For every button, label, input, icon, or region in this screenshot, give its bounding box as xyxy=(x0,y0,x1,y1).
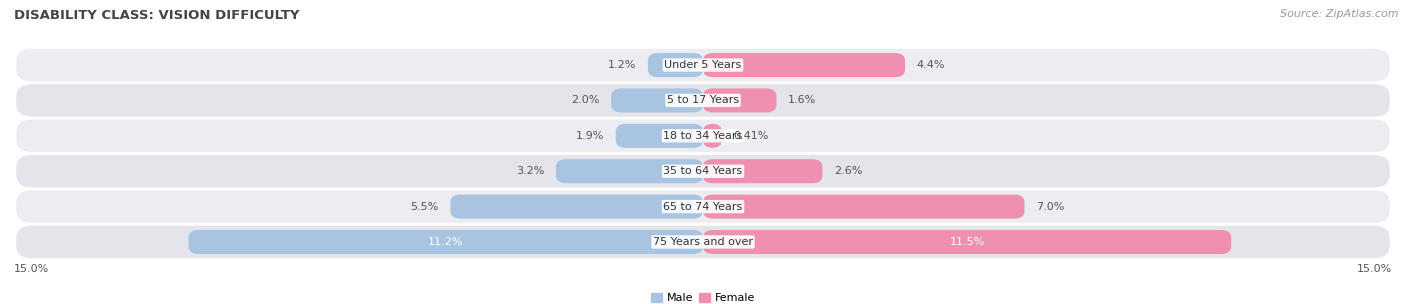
FancyBboxPatch shape xyxy=(703,53,905,77)
FancyBboxPatch shape xyxy=(450,195,703,219)
Text: 3.2%: 3.2% xyxy=(516,166,544,176)
Legend: Male, Female: Male, Female xyxy=(651,293,755,303)
Text: 65 to 74 Years: 65 to 74 Years xyxy=(664,202,742,212)
FancyBboxPatch shape xyxy=(17,119,1389,152)
Text: 15.0%: 15.0% xyxy=(1357,264,1392,274)
Text: 35 to 64 Years: 35 to 64 Years xyxy=(664,166,742,176)
FancyBboxPatch shape xyxy=(703,230,1232,254)
Text: 2.6%: 2.6% xyxy=(834,166,862,176)
Text: 5.5%: 5.5% xyxy=(411,202,439,212)
FancyBboxPatch shape xyxy=(616,124,703,148)
Text: 11.5%: 11.5% xyxy=(949,237,984,247)
Text: 4.4%: 4.4% xyxy=(917,60,945,70)
Text: 1.2%: 1.2% xyxy=(607,60,637,70)
FancyBboxPatch shape xyxy=(648,53,703,77)
Text: 1.6%: 1.6% xyxy=(787,95,817,105)
Text: 11.2%: 11.2% xyxy=(427,237,464,247)
Text: 2.0%: 2.0% xyxy=(571,95,599,105)
FancyBboxPatch shape xyxy=(17,84,1389,117)
FancyBboxPatch shape xyxy=(188,230,703,254)
Text: 7.0%: 7.0% xyxy=(1036,202,1064,212)
Text: DISABILITY CLASS: VISION DIFFICULTY: DISABILITY CLASS: VISION DIFFICULTY xyxy=(14,9,299,22)
Text: Source: ZipAtlas.com: Source: ZipAtlas.com xyxy=(1281,9,1399,19)
FancyBboxPatch shape xyxy=(612,88,703,112)
FancyBboxPatch shape xyxy=(17,155,1389,188)
Text: 1.9%: 1.9% xyxy=(576,131,605,141)
Text: 15.0%: 15.0% xyxy=(14,264,49,274)
FancyBboxPatch shape xyxy=(17,49,1389,81)
Text: 5 to 17 Years: 5 to 17 Years xyxy=(666,95,740,105)
FancyBboxPatch shape xyxy=(703,88,776,112)
FancyBboxPatch shape xyxy=(555,159,703,183)
FancyBboxPatch shape xyxy=(703,124,721,148)
Text: 0.41%: 0.41% xyxy=(734,131,769,141)
Text: 75 Years and over: 75 Years and over xyxy=(652,237,754,247)
FancyBboxPatch shape xyxy=(703,195,1025,219)
Text: Under 5 Years: Under 5 Years xyxy=(665,60,741,70)
FancyBboxPatch shape xyxy=(703,159,823,183)
FancyBboxPatch shape xyxy=(17,226,1389,258)
Text: 18 to 34 Years: 18 to 34 Years xyxy=(664,131,742,141)
FancyBboxPatch shape xyxy=(17,190,1389,223)
